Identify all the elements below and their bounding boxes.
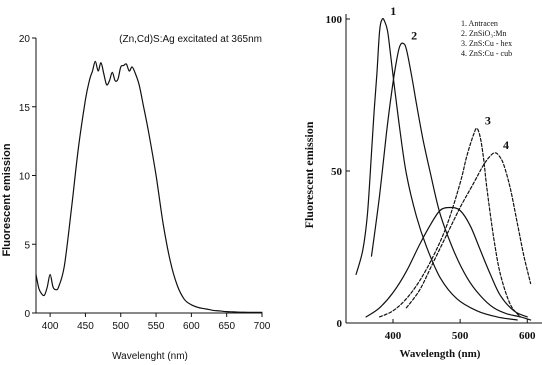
left-x-tick-label: 550: [148, 321, 165, 332]
left-y-tick-label: 15: [19, 103, 31, 114]
right-y-tick-label: 100: [326, 14, 343, 26]
left-chart: 0 5 10 15 20 400 450 500 550 600 650 700 (Zn,Cd)S:…: [1, 34, 271, 362]
left-x-tick-label: 600: [183, 321, 200, 332]
left-chart-title: (Zn,Cd)S:Ag excitated at 365nm: [119, 34, 262, 45]
legend-entry: 4. ZnS:Cu - cub: [461, 49, 512, 58]
legend-entry: 1. Antracen: [461, 19, 498, 28]
curve-label-1: 1: [390, 4, 396, 18]
right-x-tick-label: 500: [452, 330, 469, 342]
right-y-tick-label: 0: [337, 318, 343, 330]
left-y-axis-label: Fluorescent emission: [1, 143, 13, 256]
right-series-line-3: [379, 127, 522, 318]
left-x-tick-label: 450: [77, 321, 94, 332]
right-series-lines: [355, 17, 532, 321]
curve-label-4: 4: [503, 138, 509, 152]
left-x-ticks: 400 450 500 550 600 650 700: [42, 313, 271, 332]
left-y-tick-label: 0: [24, 309, 30, 320]
left-x-tick-label: 400: [42, 321, 59, 332]
right-series-line-2: [370, 42, 532, 321]
legend-entry: 2. ZnSiO₃:Mn: [461, 29, 506, 38]
left-x-tick-label: 650: [218, 321, 235, 332]
legend-entry: 3. ZnS:Cu - hex: [461, 39, 512, 48]
left-series-line: [35, 60, 263, 313]
right-y-ticks: 0 50 100: [326, 14, 350, 330]
curve-label-2: 2: [411, 28, 417, 42]
left-y-tick-label: 20: [19, 34, 31, 45]
right-y-tick-label: 50: [331, 166, 343, 178]
left-y-ticks: 0 5 10 15 20: [19, 34, 36, 320]
left-x-axis-label: Wavelenght (nm): [112, 351, 188, 362]
left-x-tick-label: 700: [254, 321, 271, 332]
right-y-axis-label: Fluorescent emission: [302, 121, 316, 228]
right-x-tick-label: 400: [385, 330, 402, 342]
left-y-tick-label: 5: [24, 240, 30, 251]
curve-label-3: 3: [485, 113, 491, 127]
left-y-tick-label: 10: [19, 172, 31, 183]
right-x-tick-label: 600: [519, 330, 536, 342]
right-series-line-hump: [365, 206, 528, 318]
right-series-line-4: [405, 152, 532, 309]
right-curve-labels: 1 2 34: [390, 4, 509, 152]
right-series-line-1: [355, 17, 518, 321]
right-x-axis-label: Wavelength (nm): [400, 348, 481, 360]
left-x-tick-label: 500: [112, 321, 129, 332]
right-x-ticks: 400 500 600: [385, 319, 536, 342]
